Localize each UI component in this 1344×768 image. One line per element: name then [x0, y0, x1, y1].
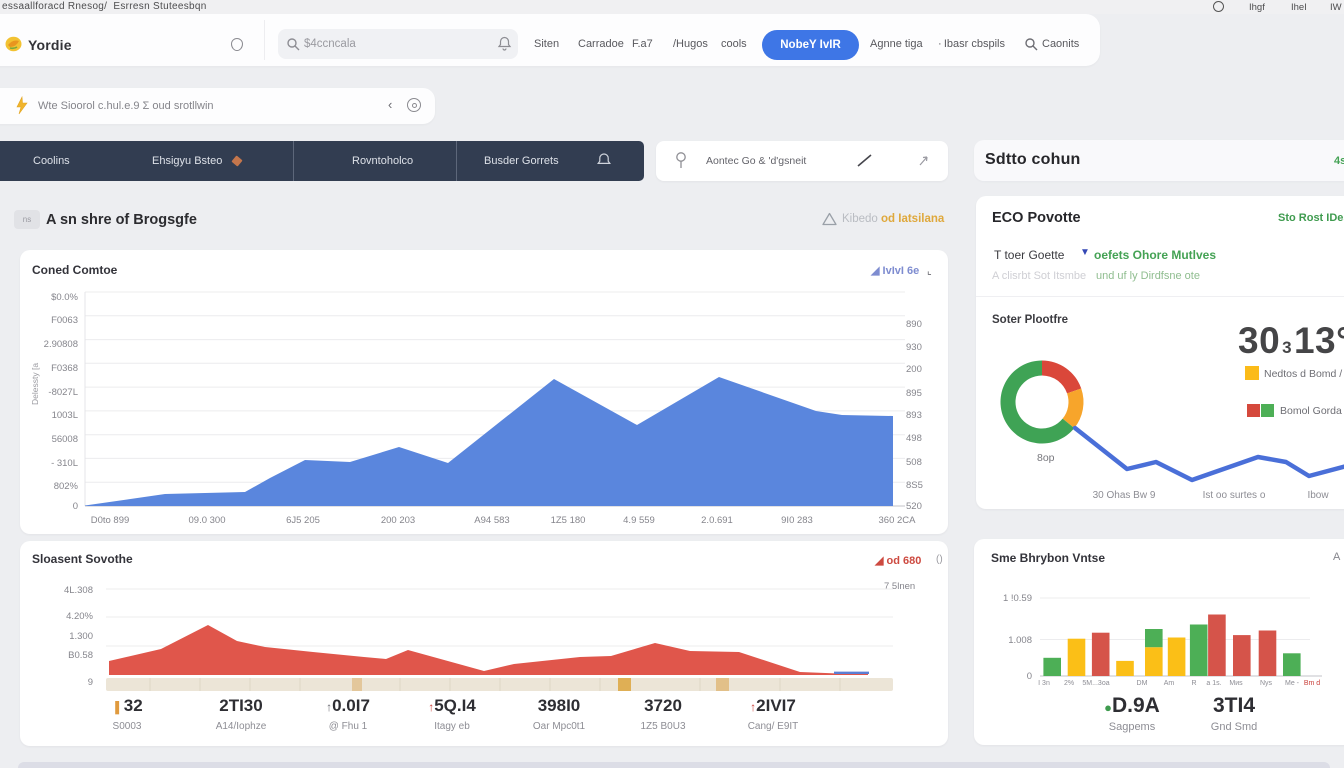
- svg-text:5M...3oa: 5M...3oa: [1082, 680, 1109, 687]
- svg-text:893: 893: [906, 410, 922, 421]
- svg-text:2.0.691: 2.0.691: [701, 515, 733, 526]
- svg-text:Mиs: Mиs: [1229, 680, 1243, 687]
- svg-text:200: 200: [906, 364, 922, 375]
- svg-text:4.9 559: 4.9 559: [623, 515, 655, 526]
- svg-text:Bm d: Bm d: [1304, 680, 1320, 687]
- svg-text:Delessty [a: Delessty [a: [30, 363, 40, 405]
- svg-text:2.90808: 2.90808: [44, 339, 78, 350]
- svg-text:0: 0: [1027, 671, 1032, 682]
- svg-text:4.20%: 4.20%: [66, 611, 93, 622]
- svg-text:30 Ohas Bw 9: 30 Ohas Bw 9: [1093, 490, 1156, 501]
- svg-text:360 2CA: 360 2CA: [879, 515, 917, 526]
- svg-text:56008: 56008: [52, 434, 78, 445]
- svg-text:9I0 283: 9I0 283: [781, 515, 813, 526]
- svg-text:DM: DM: [1137, 680, 1148, 687]
- svg-text:1 !0.59: 1 !0.59: [1003, 593, 1032, 604]
- svg-text:930: 930: [906, 342, 922, 353]
- svg-text:4L.308: 4L.308: [64, 585, 93, 596]
- svg-text:F0063: F0063: [51, 315, 78, 326]
- svg-text:Nуs: Nуs: [1260, 680, 1273, 687]
- svg-text:802%: 802%: [54, 481, 79, 492]
- svg-text:1Z5 180: 1Z5 180: [551, 515, 586, 526]
- svg-text:9: 9: [88, 677, 93, 688]
- svg-text:1003L: 1003L: [52, 410, 78, 421]
- svg-text:508: 508: [906, 457, 922, 468]
- svg-text:D0to 899: D0to 899: [91, 515, 130, 526]
- svg-text:R: R: [1191, 680, 1196, 687]
- svg-text:1.300: 1.300: [69, 631, 93, 642]
- svg-text:-8027L: -8027L: [48, 387, 78, 398]
- svg-text:I 3n: I 3n: [1038, 680, 1050, 687]
- svg-text:- 310L: - 310L: [51, 458, 78, 469]
- svg-text:520: 520: [906, 501, 922, 512]
- svg-text:Ibow: Ibow: [1307, 490, 1329, 501]
- svg-text:895: 895: [906, 388, 922, 399]
- svg-text:09.0 300: 09.0 300: [189, 515, 226, 526]
- svg-text:0: 0: [73, 501, 78, 512]
- svg-text:890: 890: [906, 319, 922, 330]
- svg-text:498: 498: [906, 433, 922, 444]
- svg-text:F0368: F0368: [51, 363, 78, 374]
- svg-text:6J5 205: 6J5 205: [286, 515, 320, 526]
- svg-text:Am: Am: [1164, 680, 1175, 687]
- svg-text:a 1s.: a 1s.: [1206, 680, 1221, 687]
- svg-text:A94 583: A94 583: [474, 515, 509, 526]
- svg-text:$0.0%: $0.0%: [51, 292, 78, 303]
- svg-text:200 203: 200 203: [381, 515, 415, 526]
- svg-text:8op: 8op: [1037, 452, 1055, 464]
- svg-text:B0.58: B0.58: [68, 650, 93, 661]
- svg-text:1.008: 1.008: [1008, 635, 1032, 646]
- svg-text:Ist oo surtes o: Ist oo surtes o: [1203, 490, 1266, 501]
- svg-text:Me -: Me -: [1285, 680, 1300, 687]
- svg-text:8S5: 8S5: [906, 480, 923, 491]
- svg-text:2%: 2%: [1064, 680, 1074, 687]
